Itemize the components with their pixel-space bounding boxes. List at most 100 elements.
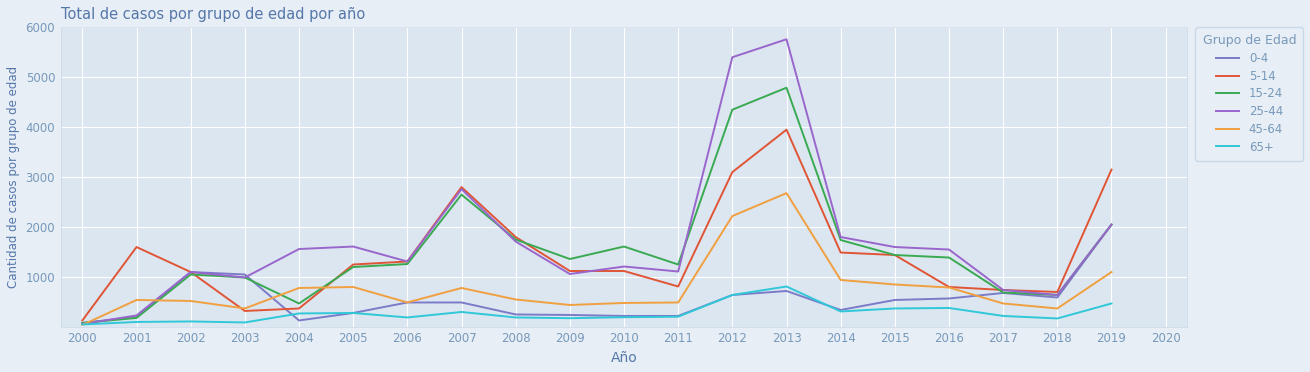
- 0-4: [400, 300, 415, 305]
- 15-24: [1103, 222, 1119, 227]
- 25-44: [562, 272, 578, 276]
- Legend: 0-4, 5-14, 15-24, 25-44, 45-64, 65+: 0-4, 5-14, 15-24, 25-44, 45-64, 65+: [1196, 27, 1303, 161]
- 15-24: [887, 253, 903, 257]
- 5-14: [508, 235, 524, 239]
- 25-44: [996, 288, 1011, 292]
- 25-44: [183, 270, 199, 274]
- 65+: [183, 319, 199, 324]
- 25-44: [941, 247, 956, 252]
- 65+: [75, 322, 90, 327]
- 15-24: [833, 238, 849, 242]
- 45-64: [941, 285, 956, 290]
- 65+: [453, 310, 469, 314]
- 65+: [128, 320, 144, 324]
- 65+: [400, 315, 415, 320]
- 0-4: [833, 308, 849, 312]
- 25-44: [1103, 222, 1119, 227]
- 0-4: [291, 318, 307, 323]
- 0-4: [508, 312, 524, 317]
- 5-14: [128, 245, 144, 249]
- 15-24: [75, 321, 90, 325]
- 25-44: [400, 259, 415, 264]
- 65+: [941, 306, 956, 310]
- 15-24: [508, 237, 524, 242]
- 45-64: [291, 286, 307, 290]
- 5-14: [616, 269, 631, 273]
- 25-44: [616, 264, 631, 269]
- 15-24: [616, 244, 631, 249]
- 15-24: [724, 108, 740, 112]
- 65+: [508, 315, 524, 320]
- 5-14: [400, 259, 415, 264]
- 15-24: [400, 262, 415, 266]
- 0-4: [237, 272, 253, 277]
- 45-64: [1103, 270, 1119, 274]
- Y-axis label: Cantidad de casos por grupo de edad: Cantidad de casos por grupo de edad: [7, 66, 20, 288]
- 5-14: [833, 250, 849, 255]
- 0-4: [562, 313, 578, 317]
- Line: 0-4: 0-4: [83, 225, 1111, 323]
- 65+: [887, 306, 903, 311]
- 15-24: [996, 290, 1011, 295]
- 45-64: [453, 286, 469, 290]
- 5-14: [887, 253, 903, 257]
- 25-44: [291, 247, 307, 251]
- 15-24: [1049, 293, 1065, 297]
- 25-44: [508, 239, 524, 244]
- 15-24: [237, 275, 253, 280]
- 5-14: [183, 270, 199, 274]
- 5-14: [996, 288, 1011, 292]
- Line: 25-44: 25-44: [83, 39, 1111, 324]
- X-axis label: Año: Año: [610, 351, 638, 365]
- 25-44: [887, 245, 903, 249]
- 65+: [291, 311, 307, 316]
- 25-44: [1049, 293, 1065, 297]
- 45-64: [616, 301, 631, 305]
- 45-64: [778, 191, 794, 195]
- Text: Total de casos por grupo de edad por año: Total de casos por grupo de edad por año: [60, 7, 365, 22]
- 0-4: [941, 296, 956, 301]
- 5-14: [1049, 290, 1065, 294]
- 45-64: [724, 214, 740, 218]
- 45-64: [671, 300, 686, 305]
- 0-4: [778, 289, 794, 293]
- 0-4: [887, 298, 903, 302]
- 45-64: [1049, 306, 1065, 311]
- 15-24: [941, 255, 956, 260]
- 0-4: [671, 314, 686, 318]
- Line: 5-14: 5-14: [83, 130, 1111, 320]
- 65+: [1103, 301, 1119, 306]
- 45-64: [128, 298, 144, 302]
- 0-4: [1049, 295, 1065, 300]
- 45-64: [833, 278, 849, 282]
- 15-24: [291, 301, 307, 306]
- 5-14: [778, 128, 794, 132]
- 65+: [562, 316, 578, 320]
- 45-64: [183, 299, 199, 303]
- 15-24: [562, 257, 578, 261]
- 0-4: [1103, 222, 1119, 227]
- 65+: [346, 311, 362, 315]
- 15-24: [778, 86, 794, 90]
- 45-64: [75, 323, 90, 327]
- Line: 45-64: 45-64: [83, 193, 1111, 325]
- 65+: [671, 314, 686, 319]
- 45-64: [237, 306, 253, 311]
- 45-64: [562, 303, 578, 307]
- 15-24: [346, 265, 362, 269]
- 5-14: [75, 318, 90, 323]
- 25-44: [346, 244, 362, 249]
- 45-64: [996, 301, 1011, 306]
- 65+: [833, 309, 849, 314]
- 25-44: [128, 313, 144, 318]
- 5-14: [237, 309, 253, 313]
- 0-4: [453, 300, 469, 305]
- 0-4: [616, 314, 631, 318]
- 0-4: [724, 293, 740, 297]
- 65+: [778, 284, 794, 289]
- 5-14: [724, 170, 740, 174]
- 25-44: [453, 187, 469, 191]
- 45-64: [400, 300, 415, 305]
- 65+: [1049, 316, 1065, 321]
- 0-4: [183, 270, 199, 274]
